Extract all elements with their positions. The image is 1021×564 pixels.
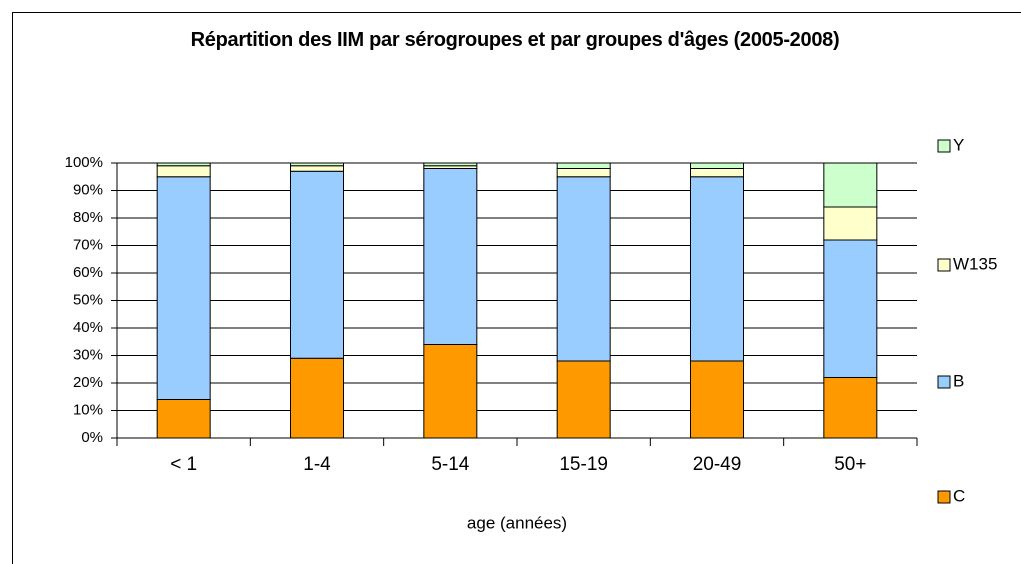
bar-segment (556, 176, 611, 362)
bar-segment (156, 399, 211, 439)
legend-swatch (937, 375, 951, 389)
bar-segment (290, 165, 344, 172)
chart-frame (12, 12, 1021, 564)
bar-segment (423, 344, 478, 439)
legend-swatch (937, 139, 951, 153)
bar-segment (690, 176, 744, 362)
y-tick-label: 60% (73, 264, 103, 281)
y-tick-label: 40% (73, 319, 103, 336)
bar-segment (823, 162, 878, 208)
y-tick-label: 100% (65, 154, 103, 171)
bar-segment (423, 168, 478, 345)
bar-segment (156, 162, 211, 167)
bar-segment (823, 206, 878, 241)
y-tick-label: 30% (73, 346, 103, 363)
bar-segment (823, 377, 878, 439)
y-tick-label: 50% (73, 291, 103, 308)
y-tick-label: 80% (73, 209, 103, 226)
y-tick-label: 10% (73, 401, 103, 418)
legend-swatch (937, 258, 951, 272)
bar-segment (556, 168, 611, 178)
y-tick-label: 0% (81, 429, 103, 446)
x-tick-label: 20-49 (693, 454, 742, 475)
bar-segment (556, 162, 611, 169)
bar-segment (290, 162, 344, 167)
bar-segment (556, 360, 611, 439)
x-tick-label: 15-19 (559, 454, 608, 475)
x-tick-label: 5-14 (431, 454, 469, 475)
bar-segment (690, 360, 744, 439)
legend-label: W135 (953, 254, 997, 273)
y-tick-label: 70% (73, 236, 103, 253)
bar-segment (690, 162, 744, 169)
bar-segment (156, 165, 211, 178)
bar-segment (423, 162, 478, 167)
chart-title: Répartition des IIM par sérogroupes et p… (190, 29, 840, 51)
bar-segment (290, 170, 344, 359)
x-tick-label: 50+ (834, 454, 866, 475)
legend-swatch (937, 490, 951, 504)
bar-segment (156, 176, 211, 400)
legend-label: C (953, 486, 965, 505)
bar-segment (690, 168, 744, 178)
bar-segment (290, 357, 344, 439)
bar-segment (823, 239, 878, 378)
legend-label: B (953, 371, 964, 390)
y-tick-label: 90% (73, 181, 103, 198)
x-axis-title: age (années) (467, 513, 567, 532)
x-tick-label: < 1 (170, 454, 197, 475)
legend-label: Y (953, 135, 964, 154)
y-tick-label: 20% (73, 374, 103, 391)
x-tick-label: 1-4 (303, 454, 331, 475)
